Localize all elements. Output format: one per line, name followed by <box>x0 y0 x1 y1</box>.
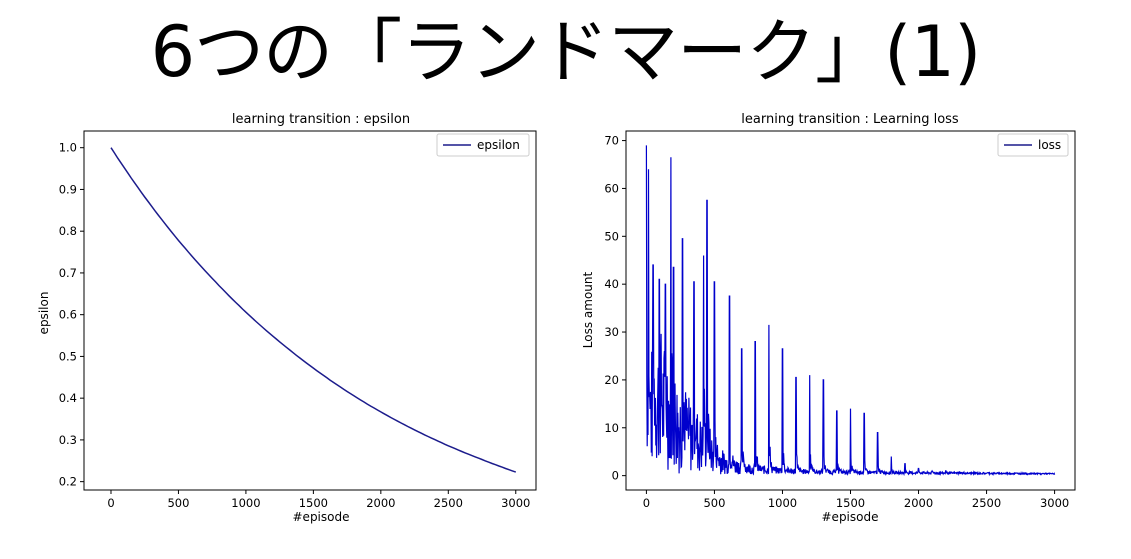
epsilon-y-tick-label: 0.3 <box>59 433 77 447</box>
epsilon-y-tick-label: 0.7 <box>59 266 77 280</box>
loss-x-tick-label: 2500 <box>972 496 1001 510</box>
loss-x-tick-label: 3000 <box>1040 496 1069 510</box>
epsilon-y-tick-label: 0.5 <box>59 349 77 363</box>
epsilon-chart: learning transition : epsilon 0 500 1000 15… <box>37 112 537 524</box>
loss-x-tick-label: 0 <box>643 496 650 510</box>
loss-x-tick-label: 2000 <box>904 496 933 510</box>
loss-x-tick-label: 1500 <box>836 496 865 510</box>
epsilon-x-tick-label: 500 <box>167 496 189 510</box>
loss-y-tick-label: 0 <box>612 469 619 483</box>
epsilon-x-tick-label: 2500 <box>434 496 463 510</box>
epsilon-series-line <box>110 147 517 473</box>
epsilon-legend: epsilon <box>436 133 530 157</box>
loss-legend-label: loss <box>1038 138 1061 152</box>
loss-x-tick-label: 1000 <box>768 496 797 510</box>
slide-title: 6つの「ランドマーク」(1) <box>150 11 982 93</box>
epsilon-x-axis-label: #episode <box>293 510 350 524</box>
loss-series-line <box>645 145 1056 477</box>
epsilon-x-tick-label: 2000 <box>366 496 395 510</box>
loss-x-axis-label: #episode <box>822 510 879 524</box>
loss-plot-area: 0 500 1000 1500 2000 2500 3000 0 10 20 30 40 50 60 70 <box>604 130 1076 510</box>
loss-y-tick-label: 30 <box>604 325 619 339</box>
epsilon-x-tick-label: 3000 <box>501 496 530 510</box>
loss-x-tick-label: 500 <box>703 496 725 510</box>
loss-y-tick-label: 50 <box>604 229 619 243</box>
epsilon-y-tick-label: 0.6 <box>59 308 77 322</box>
epsilon-y-tick-label: 0.4 <box>59 391 77 405</box>
loss-chart-title: learning transition : Learning loss <box>741 112 959 127</box>
epsilon-x-tick-label: 0 <box>107 496 114 510</box>
epsilon-y-tick-label: 1.0 <box>59 141 77 155</box>
epsilon-legend-label: epsilon <box>477 138 520 152</box>
epsilon-y-tick-label: 0.8 <box>59 224 77 238</box>
loss-y-tick-label: 70 <box>604 134 619 148</box>
loss-y-tick-label: 40 <box>604 277 619 291</box>
epsilon-y-tick-label: 0.2 <box>59 475 77 489</box>
loss-y-tick-label: 20 <box>604 373 619 387</box>
loss-legend-box <box>997 133 1069 157</box>
epsilon-y-tick-label: 0.9 <box>59 182 77 196</box>
loss-legend: loss <box>997 133 1069 157</box>
epsilon-x-tick-label: 1500 <box>299 496 328 510</box>
epsilon-plot-area: 0 500 1000 1500 2000 2500 3000 0.2 0.3 0.4 0.5 0.6 0… <box>59 130 537 510</box>
epsilon-legend-box <box>436 133 530 157</box>
epsilon-chart-title: learning transition : epsilon <box>232 112 410 127</box>
loss-chart: learning transition : Learning loss 0 500… <box>581 112 1076 524</box>
loss-y-tick-label: 10 <box>604 421 619 435</box>
loss-y-tick-label: 60 <box>604 181 619 195</box>
epsilon-y-axis-label: epsilon <box>37 292 51 335</box>
epsilon-axes-frame <box>83 130 537 491</box>
epsilon-x-tick-label: 1000 <box>231 496 260 510</box>
loss-y-axis-label: Loss amount <box>581 271 595 348</box>
